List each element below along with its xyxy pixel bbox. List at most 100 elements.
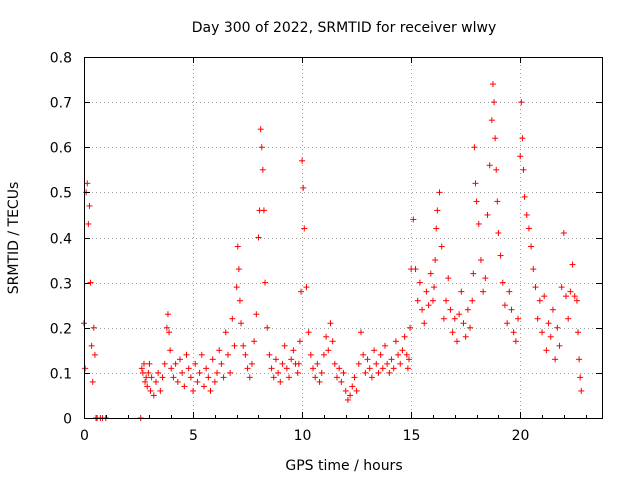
data-point <box>412 266 419 273</box>
data-point <box>275 369 282 376</box>
data-point <box>539 329 546 336</box>
data-point <box>469 297 476 304</box>
data-point <box>320 351 327 358</box>
data-point <box>166 329 173 336</box>
data-point <box>381 342 388 349</box>
data-point <box>571 293 578 300</box>
data-point <box>515 315 522 322</box>
data-point <box>298 288 305 295</box>
data-point <box>159 374 166 381</box>
data-point <box>82 365 89 372</box>
data-point <box>353 387 360 394</box>
data-point <box>499 279 506 286</box>
data-point <box>152 378 159 385</box>
x-tick-label: 10 <box>294 428 312 444</box>
data-point <box>196 369 203 376</box>
data-point <box>334 374 341 381</box>
data-point <box>220 374 227 381</box>
y-tick-label: 0.6 <box>50 141 72 157</box>
data-point <box>392 338 399 345</box>
data-point <box>364 356 371 363</box>
data-point <box>146 360 153 367</box>
data-point <box>518 99 525 106</box>
data-point <box>567 288 574 295</box>
data-point <box>560 229 567 236</box>
data-point <box>480 288 487 295</box>
data-point <box>520 166 527 173</box>
data-point <box>338 378 345 385</box>
data-point <box>472 180 479 187</box>
data-point <box>453 338 460 345</box>
data-point <box>262 279 269 286</box>
x-tick-labels: 0 5 10 15 20 <box>80 428 529 444</box>
data-point <box>534 315 541 322</box>
y-tick-label: 0.3 <box>50 277 72 293</box>
data-point <box>373 360 380 367</box>
data-point <box>187 374 194 381</box>
data-point <box>355 360 362 367</box>
data-point <box>300 184 307 191</box>
data-point <box>464 306 471 313</box>
data-point <box>207 387 214 394</box>
data-point <box>251 338 258 345</box>
data-point <box>488 117 495 124</box>
data-point <box>438 243 445 250</box>
data-point <box>486 162 493 169</box>
x-axis-label: GPS time / hours <box>285 458 402 474</box>
data-point <box>357 329 364 336</box>
data-point <box>234 243 241 250</box>
data-point <box>460 320 467 327</box>
data-point <box>224 351 231 358</box>
data-point <box>174 378 181 385</box>
data-point <box>532 284 539 291</box>
data-point <box>139 369 146 376</box>
data-point <box>327 320 334 327</box>
data-point <box>443 297 450 304</box>
data-point <box>545 320 552 327</box>
data-point <box>179 369 186 376</box>
data-point <box>375 369 382 376</box>
data-point <box>240 342 247 349</box>
data-point <box>266 351 273 358</box>
data-point <box>399 347 406 354</box>
data-point <box>260 207 267 214</box>
data-point <box>205 374 212 381</box>
data-point <box>323 333 330 340</box>
data-point <box>268 365 275 372</box>
data-point <box>410 216 417 223</box>
data-point <box>87 279 94 286</box>
data-point <box>216 347 223 354</box>
y-tick-label: 0.2 <box>50 322 72 338</box>
data-point <box>342 387 349 394</box>
data-point <box>384 360 391 367</box>
data-point <box>519 135 526 142</box>
data-point <box>229 315 236 322</box>
data-point <box>316 378 323 385</box>
data-point <box>347 392 354 399</box>
data-point <box>314 360 321 367</box>
data-point <box>552 356 559 363</box>
data-point <box>258 144 265 151</box>
data-point <box>497 252 504 259</box>
data-point <box>530 266 537 273</box>
data-point <box>440 315 447 322</box>
data-point <box>495 229 502 236</box>
data-point <box>449 329 456 336</box>
data-point <box>558 284 565 291</box>
data-point <box>294 369 301 376</box>
data-point <box>447 306 454 313</box>
data-point <box>192 360 199 367</box>
data-point <box>521 193 528 200</box>
data-point <box>218 360 225 367</box>
data-point <box>84 180 91 187</box>
data-point <box>506 288 513 295</box>
data-point <box>401 333 408 340</box>
data-point <box>508 306 515 313</box>
x-tick-label: 20 <box>512 428 530 444</box>
data-point <box>305 329 312 336</box>
data-point <box>176 356 183 363</box>
data-point <box>470 270 477 277</box>
data-point <box>277 378 284 385</box>
data-point <box>484 211 491 218</box>
data-point <box>296 338 303 345</box>
